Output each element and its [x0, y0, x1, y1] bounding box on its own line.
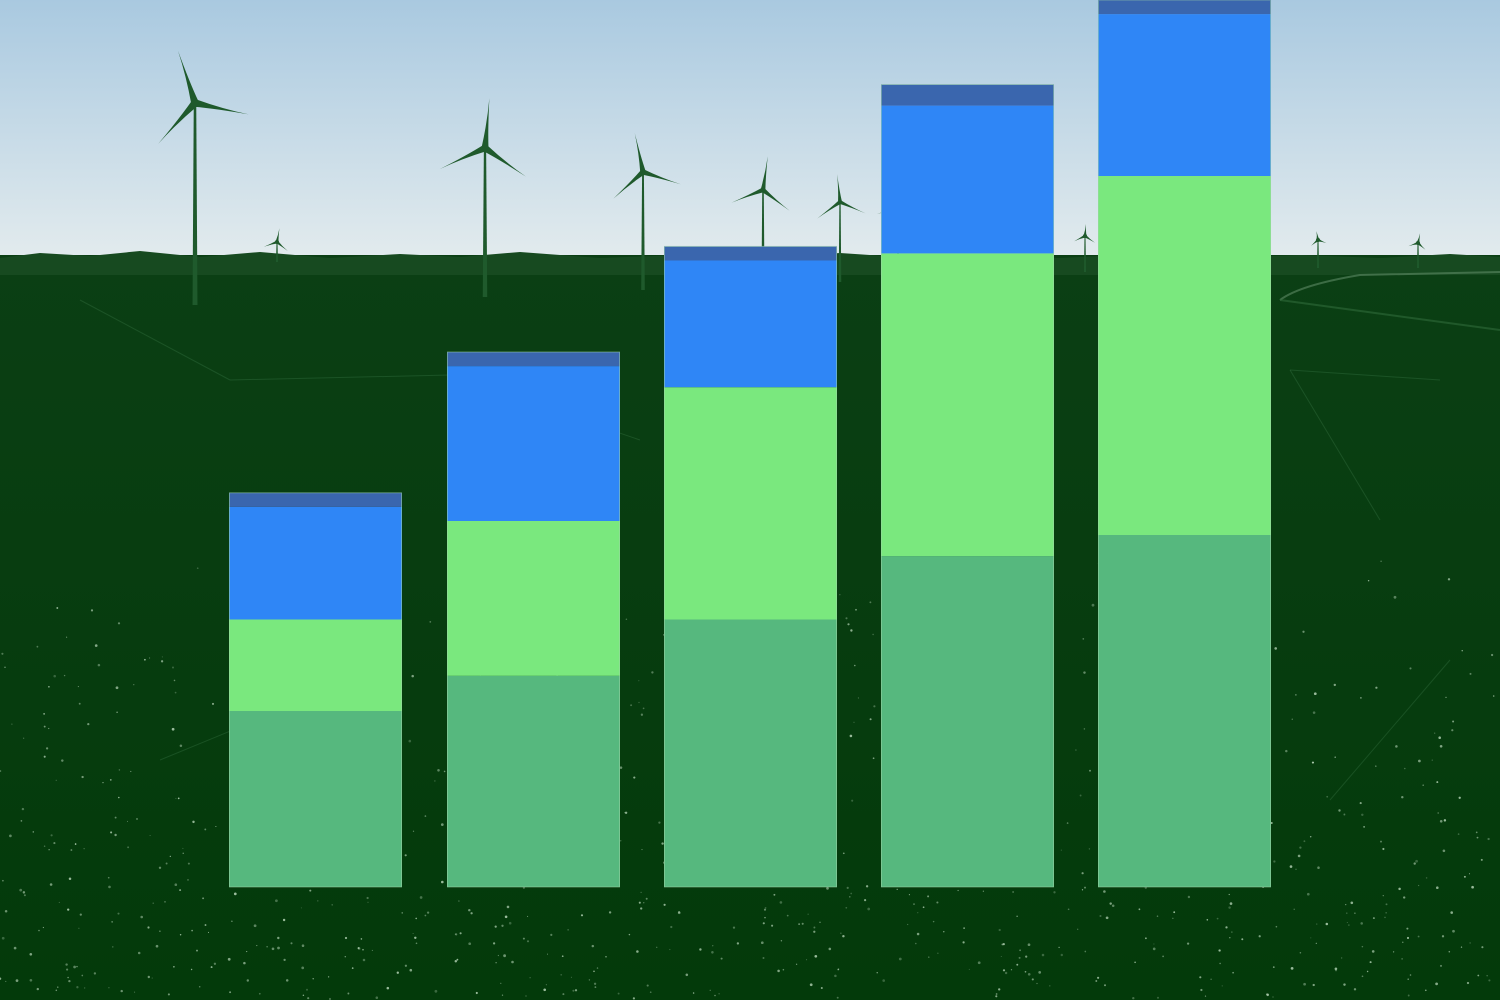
bar-1-outline — [229, 492, 402, 888]
wind-turbine-icon — [1074, 224, 1095, 272]
bar-4-segment-cap — [881, 84, 1054, 106]
bar-4-segment-base — [881, 556, 1054, 887]
wind-turbine-icon — [1311, 231, 1327, 268]
bar-4-segment-upper — [881, 105, 1054, 254]
bar-5-segment-base — [1098, 535, 1271, 887]
bar-2-segment-base — [447, 675, 620, 887]
wind-turbine-icon — [263, 228, 288, 262]
wind-turbine-icon — [158, 50, 249, 305]
wind-turbine-icon — [613, 132, 682, 290]
bar-2-segment-cap — [447, 352, 620, 367]
bar-3-segment-base — [664, 619, 837, 887]
bar-1-segment-middle — [229, 619, 402, 711]
bar-3-segment-middle — [664, 387, 837, 620]
road-lower — [1279, 299, 1500, 331]
bar-3-outline — [664, 245, 837, 888]
bar-1-segment-cap — [229, 492, 402, 507]
bar-2 — [447, 351, 620, 888]
bar-5 — [1098, 0, 1271, 888]
bar-2-segment-middle — [447, 520, 620, 676]
bar-5-segment-upper — [1098, 14, 1271, 176]
bar-5-segment-middle — [1098, 176, 1271, 535]
bar-2-outline — [447, 351, 620, 888]
bar-5-segment-cap — [1098, 0, 1271, 15]
bar-3 — [664, 245, 837, 888]
sky — [0, 0, 1500, 265]
turbines — [158, 50, 1426, 305]
bar-1 — [229, 492, 402, 888]
road — [1279, 271, 1500, 301]
bar-4 — [881, 84, 1054, 888]
wind-turbine-icon — [439, 98, 526, 297]
bar-5-outline — [1098, 0, 1271, 888]
bars — [229, 0, 1271, 888]
bar-1-segment-upper — [229, 506, 402, 620]
wind-turbine-icon — [1408, 233, 1426, 268]
bar-2-segment-upper — [447, 366, 620, 521]
bar-3-segment-cap — [664, 246, 837, 261]
bar-3-segment-upper — [664, 260, 837, 388]
bar-1-segment-base — [229, 711, 402, 887]
bar-4-segment-middle — [881, 253, 1054, 557]
wind-turbine-icon — [817, 174, 866, 282]
bar-4-outline — [881, 84, 1054, 888]
